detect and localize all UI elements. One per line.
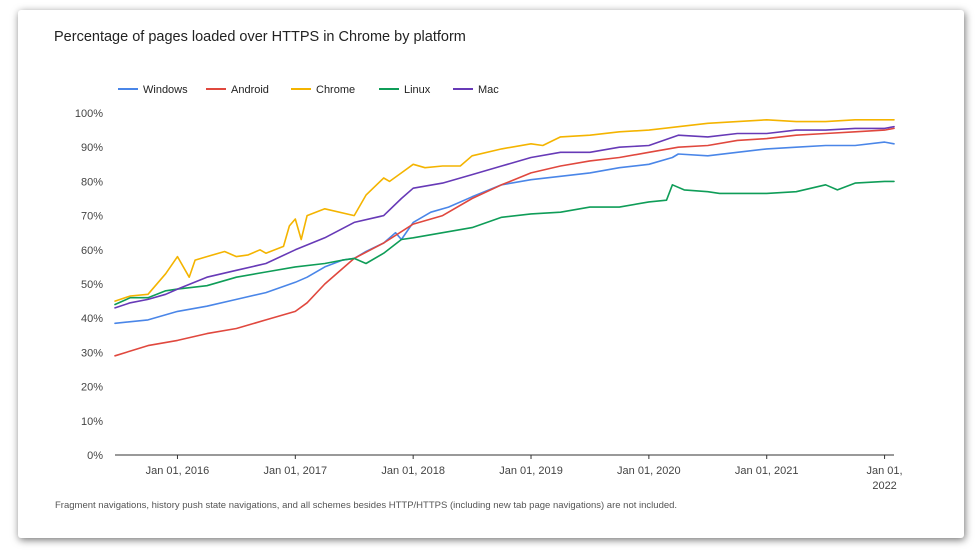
x-tick-label: Jan 01, 2018: [381, 465, 445, 477]
legend-label: Windows: [143, 84, 188, 96]
series-line-mac: [114, 125, 895, 309]
x-tick-label: Jan 01, 2017: [264, 465, 328, 477]
x-tick-label: Jan 01,: [867, 465, 903, 477]
y-tick-label: 50%: [81, 279, 103, 291]
line-chart: Windows Android Chrome Linux Mac 0% 10% 20% 30%…: [75, 84, 903, 492]
x-tick-label: Jan 01, 2019: [499, 465, 563, 477]
x-tick-label: Jan 01, 2020: [617, 465, 681, 477]
series-line-chrome: [114, 119, 895, 302]
legend-label: Linux: [404, 84, 431, 96]
y-tick-label: 100%: [75, 108, 103, 120]
y-tick-label: 40%: [81, 313, 103, 325]
y-axis: 0% 10% 20% 30% 40% 50% 60% 70% 80% 90% 100%: [75, 108, 103, 462]
footnote: Fragment navigations, history push state…: [55, 500, 678, 511]
legend-item-linux[interactable]: Linux: [379, 84, 431, 96]
y-tick-label: 20%: [81, 382, 103, 394]
y-tick-label: 60%: [81, 245, 103, 257]
legend-label: Mac: [478, 84, 499, 96]
y-tick-label: 10%: [81, 416, 103, 428]
y-tick-label: 30%: [81, 347, 103, 359]
chart-card: Percentage of pages loaded over HTTPS in…: [18, 10, 964, 538]
legend-item-chrome[interactable]: Chrome: [291, 84, 355, 96]
plot-lines: [114, 119, 895, 357]
legend-item-windows[interactable]: Windows: [118, 84, 188, 96]
y-tick-label: 0%: [87, 450, 103, 462]
chart-title: Percentage of pages loaded over HTTPS in…: [54, 29, 466, 45]
series-line-windows: [114, 141, 895, 325]
series-line-linux: [114, 180, 895, 306]
series-line-android: [114, 127, 895, 357]
y-tick-label: 80%: [81, 176, 103, 188]
y-tick-label: 70%: [81, 211, 103, 223]
legend-label: Android: [231, 84, 269, 96]
legend: Windows Android Chrome Linux Mac: [118, 84, 499, 96]
legend-label: Chrome: [316, 84, 355, 96]
x-tick-label: Jan 01, 2021: [735, 465, 799, 477]
x-tick-label-line2: 2022: [872, 480, 896, 492]
legend-item-android[interactable]: Android: [206, 84, 269, 96]
x-axis: Jan 01, 2016 Jan 01, 2017 Jan 01, 2018 Jan …: [115, 454, 903, 492]
legend-item-mac[interactable]: Mac: [453, 84, 499, 96]
x-tick-label: Jan 01, 2016: [146, 465, 210, 477]
y-tick-label: 90%: [81, 142, 103, 154]
